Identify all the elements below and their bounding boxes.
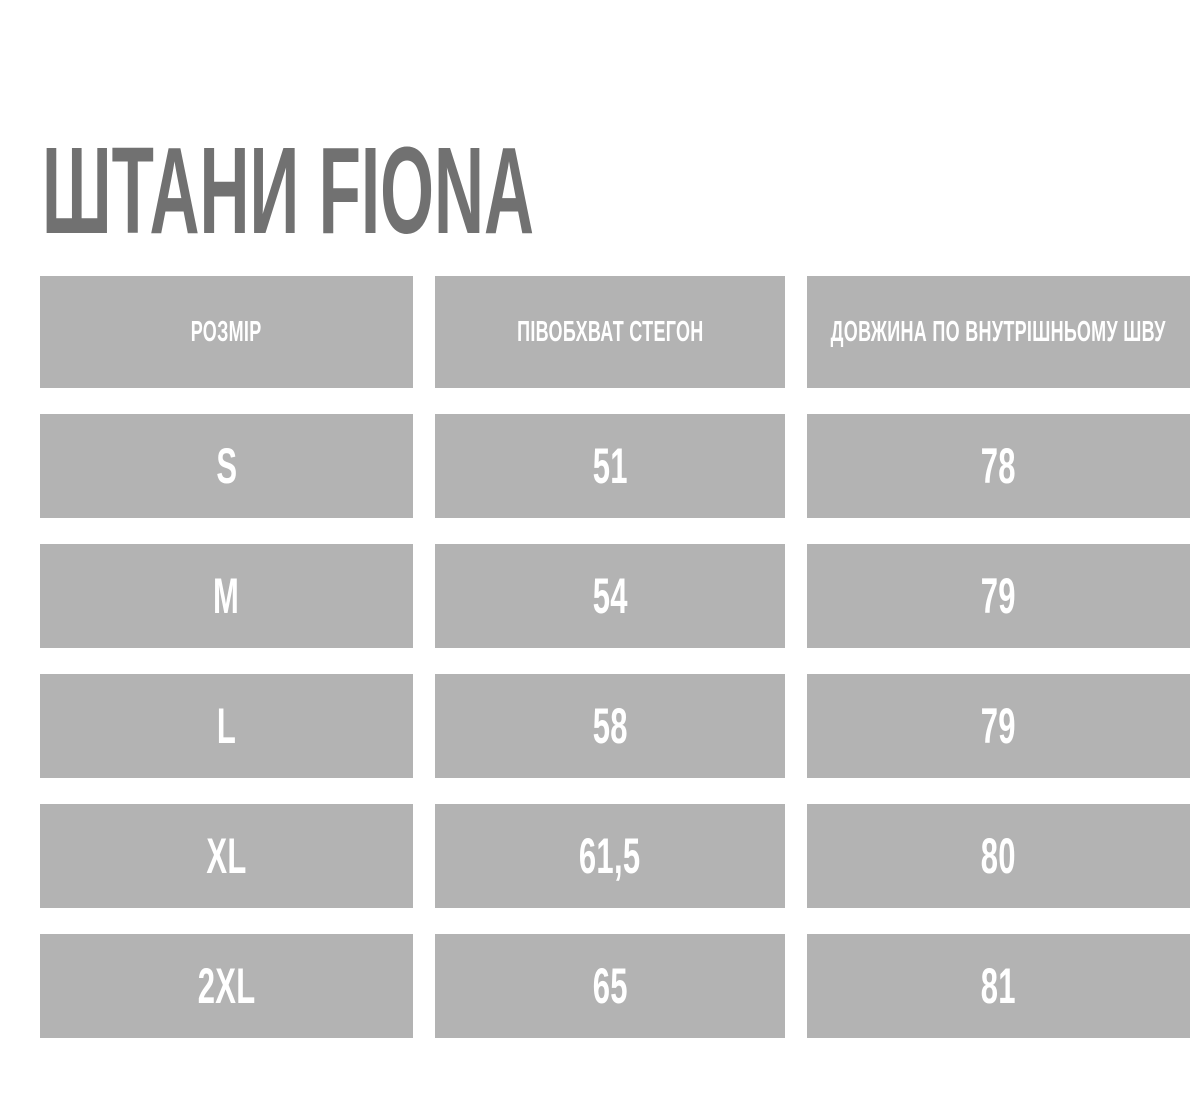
value-row1-size: S	[215, 438, 237, 494]
cell-row3-inseam: 79	[807, 674, 1190, 778]
cell-row5-inseam: 81	[807, 934, 1190, 1038]
cell-row4-hips-half: 61,5	[435, 804, 785, 908]
cell-row3-hips-half: 58	[435, 674, 785, 778]
value-row4-hips-half: 61,5	[579, 828, 641, 884]
cell-row5-hips-half: 65	[435, 934, 785, 1038]
value-row5-inseam: 81	[980, 958, 1017, 1014]
header-label-size: РОЗМІР	[191, 315, 262, 348]
cell-row2-hips-half: 54	[435, 544, 785, 648]
page-title-text: ШТАНИ FIONA	[42, 143, 534, 243]
size-table: РОЗМІР ПІВОБХВАТ СТЕГОН ДОВЖИНА ПО ВНУТР…	[40, 276, 1190, 1038]
header-label-hips-half: ПІВОБХВАТ СТЕГОН	[516, 315, 704, 348]
value-row3-hips-half: 58	[592, 698, 628, 754]
header-cell-size: РОЗМІР	[40, 276, 413, 388]
page-title: ШТАНИ FIONA	[42, 143, 542, 243]
cell-row4-size: XL	[40, 804, 413, 908]
value-row4-inseam: 80	[980, 828, 1017, 884]
cell-row5-size: 2XL	[40, 934, 413, 1038]
header-cell-hips-half: ПІВОБХВАТ СТЕГОН	[435, 276, 785, 388]
cell-row2-inseam: 79	[807, 544, 1190, 648]
value-row2-hips-half: 54	[592, 568, 628, 624]
cell-row1-hips-half: 51	[435, 414, 785, 518]
value-row4-size: XL	[206, 828, 247, 884]
value-row1-inseam: 78	[980, 438, 1017, 494]
value-row5-hips-half: 65	[592, 958, 628, 1014]
page-title-svg: ШТАНИ FIONA	[42, 143, 534, 243]
value-row5-size: 2XL	[197, 958, 256, 1014]
header-label-inseam: ДОВЖИНА ПО ВНУТРІШНЬОМУ ШВУ	[830, 315, 1167, 348]
cell-row1-inseam: 78	[807, 414, 1190, 518]
cell-row3-size: L	[40, 674, 413, 778]
cell-row2-size: M	[40, 544, 413, 648]
value-row1-hips-half: 51	[592, 438, 628, 494]
value-row3-size: L	[216, 698, 237, 754]
value-row3-inseam: 79	[980, 698, 1017, 754]
value-row2-inseam: 79	[980, 568, 1017, 624]
cell-row1-size: S	[40, 414, 413, 518]
value-row2-size: M	[213, 568, 240, 624]
header-cell-inseam: ДОВЖИНА ПО ВНУТРІШНЬОМУ ШВУ	[807, 276, 1190, 388]
cell-row4-inseam: 80	[807, 804, 1190, 908]
